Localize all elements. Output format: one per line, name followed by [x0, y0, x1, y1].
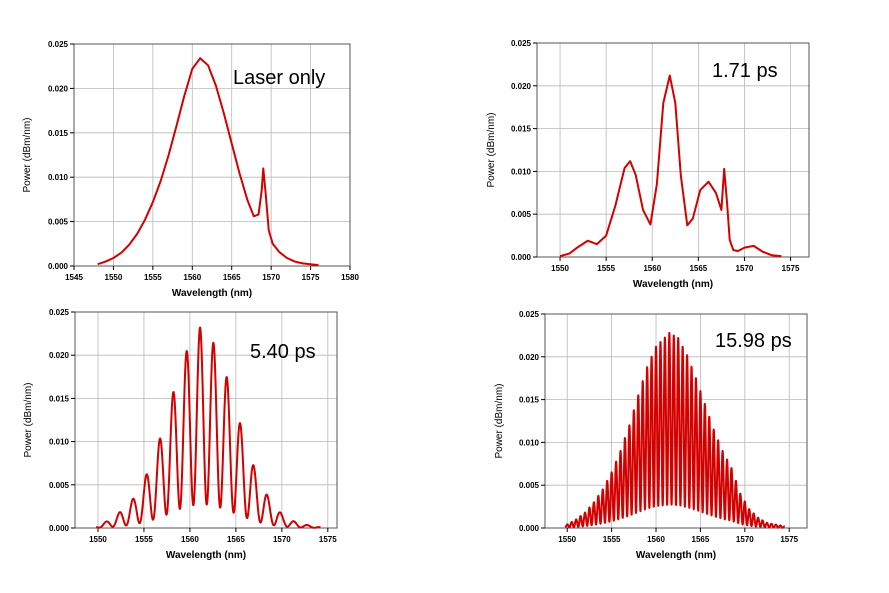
y-tick-label: 0.015 [519, 396, 540, 405]
x-tick-label: 1570 [273, 535, 291, 544]
x-tick-label: 1560 [181, 535, 199, 544]
spectrum-line [559, 74, 782, 258]
y-tick-label: 0.020 [48, 84, 69, 93]
y-tick-label: 0.000 [511, 253, 532, 262]
y-tick-label: 0.015 [511, 125, 532, 134]
y-tick-label: 0.025 [48, 40, 69, 49]
chart-3: 1550 1555 1560 1565 1570 1575 0.000 0.005 0.010 0… [23, 308, 338, 561]
y-tick-label: 0.005 [49, 481, 70, 490]
y-tick-label: 0.010 [48, 173, 69, 182]
x-tick-label: 1575 [302, 273, 320, 282]
x-tick-label: 1565 [689, 264, 707, 273]
y-axis-title: Power (dBm/nm) [22, 117, 33, 192]
plot-frame [536, 42, 810, 258]
plot-frame [544, 313, 808, 529]
y-tick-label: 0.010 [519, 438, 540, 447]
x-tick-label: 1560 [647, 535, 665, 544]
y-axis-title: Power (dBm/nm) [23, 382, 34, 457]
chart-annotation: 15.98 ps [715, 330, 792, 352]
spectrum-line [97, 57, 319, 267]
chart-1: 1545 1550 1555 1560 1565 1570 1575 1580 0.000 0.0… [22, 40, 359, 299]
chart-annotation: 1.71 ps [712, 60, 778, 82]
y-tick-label: 0.010 [511, 167, 532, 176]
x-tick-label: 1550 [551, 264, 569, 273]
x-tick-label: 1550 [558, 535, 576, 544]
x-tick-label: 1560 [183, 273, 201, 282]
x-tick-label: 1555 [597, 264, 615, 273]
x-axis-title: Wavelength (nm) [166, 550, 246, 561]
x-tick-label: 1555 [144, 273, 162, 282]
y-tick-label: 0.025 [511, 39, 532, 48]
chart-annotation: 5.40 ps [250, 341, 316, 363]
x-tick-label: 1565 [223, 273, 241, 282]
x-axis-title: Wavelength (nm) [633, 279, 713, 290]
chart-4: 1550 1555 1560 1565 1570 1575 0.000 0.005 0.010 0… [494, 310, 808, 561]
y-tick-label: 0.025 [49, 308, 70, 317]
y-tick-label: 0.005 [519, 481, 540, 490]
x-tick-label: 1550 [89, 535, 107, 544]
x-tick-label: 1570 [736, 264, 754, 273]
y-tick-label: 0.010 [49, 438, 70, 447]
x-axis-title: Wavelength (nm) [636, 550, 716, 561]
x-tick-label: 1570 [262, 273, 280, 282]
x-tick-label: 1575 [782, 264, 800, 273]
y-tick-label: 0.020 [519, 353, 540, 362]
x-tick-label: 1570 [736, 535, 754, 544]
y-tick-label: 0.005 [48, 218, 69, 227]
x-axis-title: Wavelength (nm) [172, 288, 252, 299]
plot-frame [74, 311, 338, 529]
y-tick-label: 0.000 [519, 524, 540, 533]
x-tick-label: 1550 [105, 273, 123, 282]
x-tick-label: 1575 [319, 535, 337, 544]
y-tick-label: 0.000 [48, 262, 69, 271]
spectrum-line [95, 326, 322, 529]
y-axis-title: Power (dBm/nm) [486, 112, 497, 187]
chart-annotation: Laser only [233, 67, 325, 89]
y-tick-label: 0.015 [48, 129, 69, 138]
x-tick-label: 1545 [65, 273, 83, 282]
x-tick-label: 1560 [643, 264, 661, 273]
y-tick-label: 0.020 [511, 82, 532, 91]
y-tick-label: 0.005 [511, 210, 532, 219]
x-tick-label: 1555 [135, 535, 153, 544]
x-tick-label: 1575 [780, 535, 798, 544]
y-tick-label: 0.025 [519, 310, 540, 319]
chart-2: 1550 1555 1560 1565 1570 1575 0.000 0.005 0.010 0… [486, 39, 810, 290]
y-axis-title: Power (dBm/nm) [494, 383, 505, 458]
y-tick-label: 0.020 [49, 351, 70, 360]
y-tick-label: 0.000 [49, 524, 70, 533]
y-tick-label: 0.015 [49, 394, 70, 403]
x-tick-label: 1565 [692, 535, 710, 544]
plot-frame [73, 43, 351, 267]
spectrum-line [564, 331, 786, 529]
x-tick-label: 1580 [341, 273, 359, 282]
x-tick-label: 1565 [227, 535, 245, 544]
x-tick-label: 1555 [603, 535, 621, 544]
